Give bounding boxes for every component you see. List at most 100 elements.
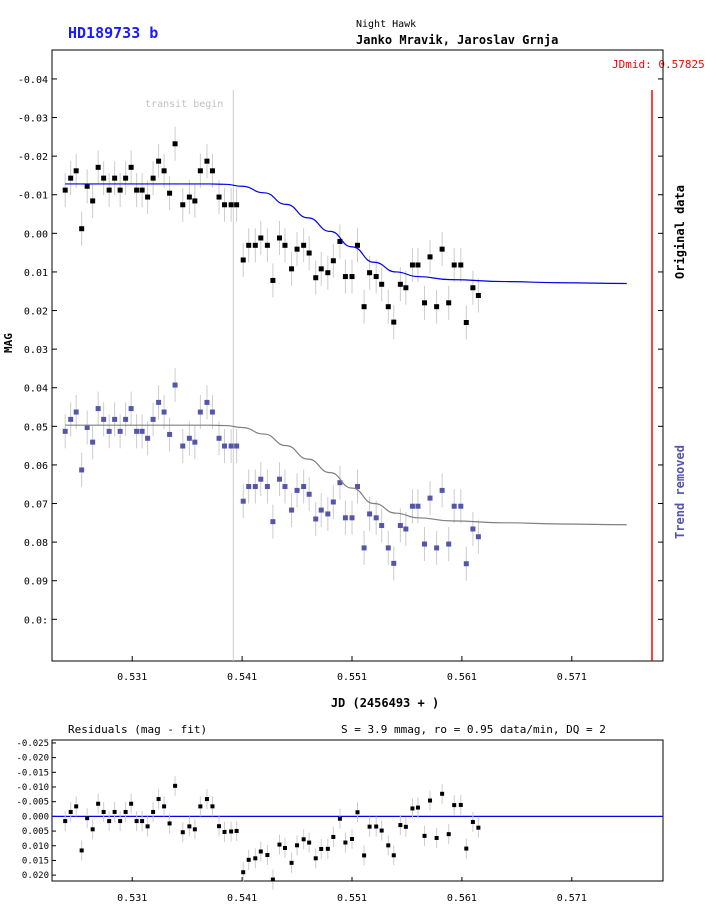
original-point (391, 319, 397, 325)
residual-point (362, 853, 367, 858)
residual-point (90, 827, 95, 832)
y-tick-label: 0.07 (24, 500, 48, 511)
residual-point (337, 816, 342, 821)
residuals-y-tick-label: -0.010 (16, 783, 49, 793)
residual-point (74, 804, 79, 809)
original-point (451, 262, 457, 268)
residual-point (391, 853, 396, 858)
residual-point (440, 791, 445, 796)
original-point (355, 242, 360, 248)
residual-point (355, 810, 360, 815)
detrended-point (134, 428, 140, 434)
residual-point (229, 829, 234, 834)
residual-point (265, 853, 270, 858)
detrended-point (258, 476, 264, 482)
residuals-x-tick-label: 0.571 (557, 893, 587, 904)
residuals-y-tick-label: -0.015 (16, 768, 49, 778)
original-point (385, 304, 391, 310)
detrended-point (167, 431, 173, 437)
residual-point (101, 809, 106, 814)
detrended-point (172, 382, 178, 388)
y-tick-label: 0.09 (24, 577, 48, 588)
detrended-point (397, 523, 403, 529)
residual-point (464, 846, 469, 851)
detrended-point (282, 484, 288, 490)
detrended-point (101, 416, 107, 422)
original-point (73, 168, 79, 174)
y-tick-label: 0.05 (24, 422, 48, 433)
original-point (330, 258, 336, 264)
residuals-y-tick-label: -0.025 (16, 739, 49, 749)
detrended-point (367, 511, 373, 517)
detrended-point (112, 416, 118, 422)
residual-point (79, 848, 84, 853)
residual-point (140, 819, 145, 824)
residual-point (452, 803, 457, 808)
original-point (145, 194, 151, 200)
detrended-point (79, 467, 85, 473)
detrended-point (355, 484, 360, 490)
residual-point (68, 809, 73, 814)
plot-frame (51, 49, 664, 662)
residual-point (234, 828, 239, 833)
original-point (258, 235, 264, 241)
residual-point (63, 819, 68, 824)
detrended-point (458, 503, 464, 509)
original-point (90, 198, 96, 204)
y-tick-label: 0.03 (24, 345, 48, 356)
x-tick-label: 0.531 (117, 672, 147, 683)
detrended-point (373, 515, 379, 521)
original-point (106, 187, 112, 193)
residual-point (241, 870, 246, 875)
detrended-point (209, 409, 215, 415)
original-point (270, 277, 276, 283)
residual-point (398, 823, 403, 828)
residual-point (210, 804, 215, 809)
detrended-point (234, 443, 240, 449)
original-point (84, 183, 90, 189)
y-tick-label: -0.01 (18, 191, 48, 202)
residuals-stats: S = 3.9 mmag, ro = 0.95 data/min, DQ = 2 (341, 723, 606, 736)
original-point (367, 270, 373, 276)
detrended-point (391, 560, 397, 566)
residual-point (253, 856, 258, 861)
detrended-point (150, 416, 156, 422)
detrended-point (415, 503, 421, 509)
residuals-y-tick-label: 0.005 (22, 827, 49, 837)
detrended-point (161, 409, 167, 415)
original-point (117, 187, 123, 193)
residual-point (470, 819, 475, 824)
original-point (95, 164, 101, 170)
residual-point (217, 824, 222, 829)
original-point (156, 158, 162, 164)
detrended-point (216, 435, 222, 441)
detrended-point (62, 428, 68, 434)
detrended-point (306, 491, 312, 497)
original-point (409, 262, 415, 268)
residual-point (458, 802, 463, 807)
residual-point (198, 804, 203, 809)
residual-point (410, 806, 415, 811)
detrended-point (470, 526, 476, 532)
residual-point (270, 877, 275, 882)
detrended-point (409, 503, 415, 509)
original-point (415, 262, 421, 268)
original-point (68, 175, 74, 181)
detrended-point (246, 484, 252, 490)
y-tick-label: 0.04 (24, 384, 48, 395)
detrended-point (197, 409, 203, 415)
detrended-point (294, 487, 300, 493)
residual-point (403, 824, 408, 829)
detrended-point (264, 484, 270, 490)
residuals-y-tick-label: -0.005 (16, 798, 49, 808)
detrended-point (204, 399, 210, 405)
y-tick-label: 0.00 (24, 229, 48, 240)
x-tick-label: 0.551 (337, 672, 367, 683)
original-point (139, 187, 145, 193)
residuals-plot: -0.025 -0.020 -0.015 -0.010 -0.005 0.000 0.005… (16, 739, 664, 904)
detrended-point (106, 428, 112, 434)
detrended-point (463, 561, 469, 567)
original-point (325, 270, 331, 276)
residual-point (180, 830, 185, 835)
detrended-point (276, 476, 282, 482)
